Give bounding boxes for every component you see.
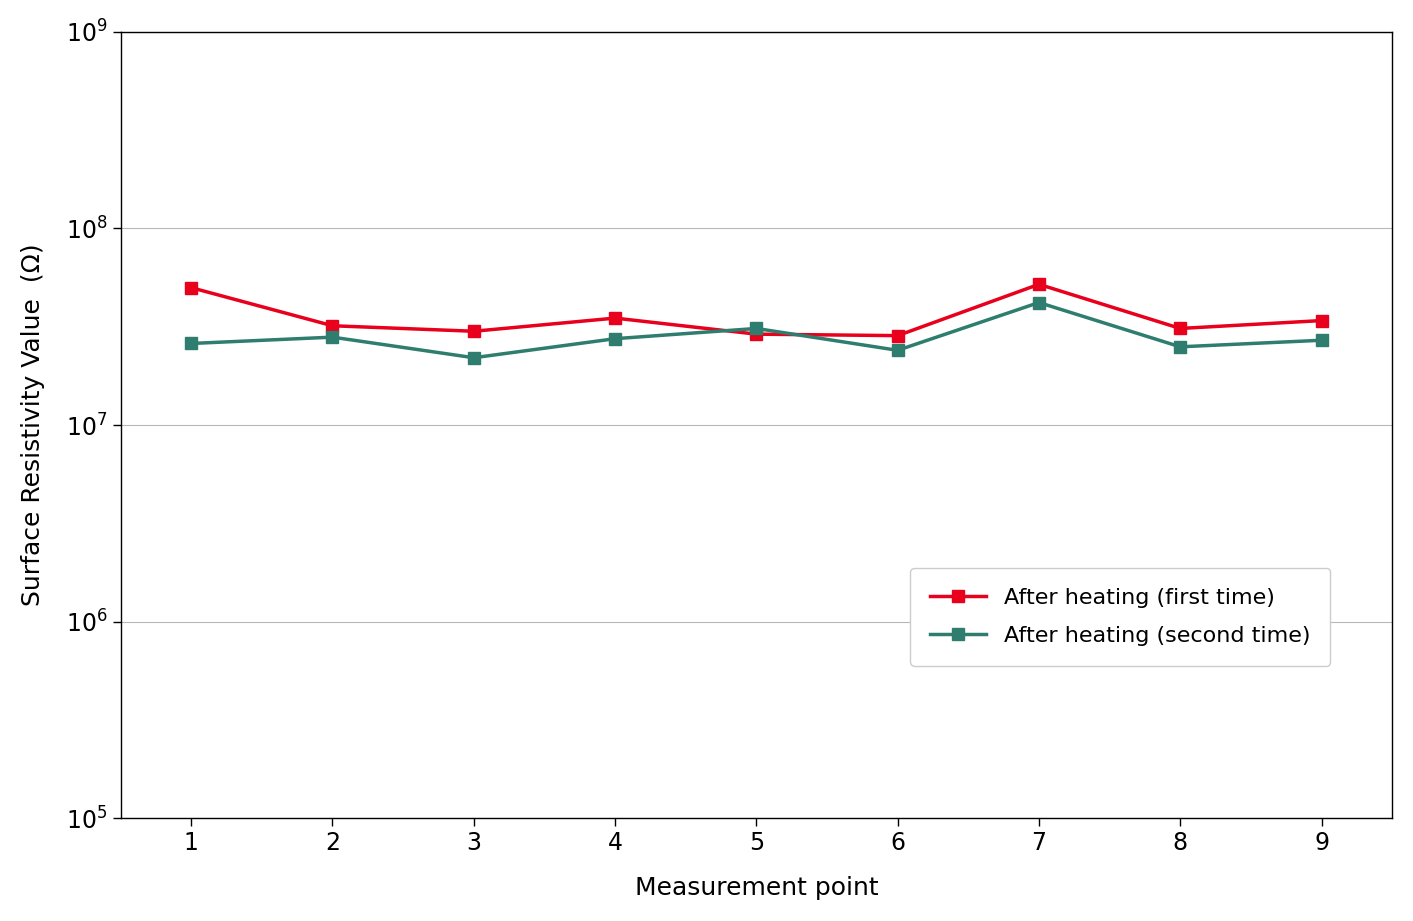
After heating (second time) <box>1313 334 1330 345</box>
After heating (second time) <box>606 333 623 344</box>
After heating (second time) <box>1171 342 1188 353</box>
After heating (second time) <box>1030 297 1047 308</box>
Line: After heating (first time): After heating (first time) <box>185 279 1327 341</box>
After heating (first time) <box>465 326 482 337</box>
After heating (first time) <box>889 330 906 341</box>
X-axis label: Measurement point: Measurement point <box>634 876 877 900</box>
After heating (first time) <box>324 321 341 332</box>
After heating (second time) <box>324 332 341 343</box>
After heating (second time) <box>747 323 764 334</box>
After heating (first time) <box>1171 323 1188 334</box>
After heating (second time) <box>889 344 906 356</box>
After heating (first time) <box>1313 315 1330 326</box>
Legend: After heating (first time), After heating (second time): After heating (first time), After heatin… <box>910 567 1330 666</box>
Line: After heating (second time): After heating (second time) <box>185 297 1327 363</box>
After heating (first time) <box>1030 279 1047 290</box>
After heating (first time) <box>747 329 764 340</box>
Y-axis label: Surface Resistivity Value  (Ω): Surface Resistivity Value (Ω) <box>21 244 45 606</box>
After heating (second time) <box>465 352 482 363</box>
After heating (first time) <box>182 282 199 293</box>
After heating (first time) <box>606 312 623 323</box>
After heating (second time) <box>182 338 199 349</box>
